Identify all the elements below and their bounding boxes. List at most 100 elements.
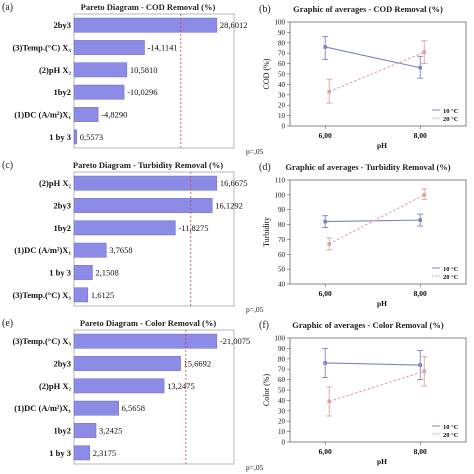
- pareto-bar: [73, 445, 91, 461]
- data-point: [418, 363, 423, 367]
- averages-chart-b: (b) Graphic of averages - COD Removal (%)…: [259, 4, 467, 150]
- chart-title: Graphic of averages - COD Removal (%): [293, 4, 443, 14]
- y-tick-label: 20: [278, 418, 286, 426]
- data-point: [422, 193, 427, 197]
- pareto-bar: [73, 175, 218, 191]
- bar-value-label: -10,0296: [127, 87, 157, 97]
- pareto-chart-e: (e) Pareto Diagram - Color Removal (%)-21…: [2, 318, 264, 472]
- chart-title: Graphic of averages - Turbidity Removal …: [285, 162, 450, 172]
- pareto-bar: [73, 129, 78, 145]
- bar-value-label: 6,5658: [122, 403, 145, 413]
- pareto-bar: [73, 423, 97, 438]
- chart-title: Pareto Diagram - Color Removal (%): [80, 318, 217, 328]
- bar-value-label: -14,1141: [147, 43, 177, 53]
- y-tick-label: 80: [278, 39, 286, 47]
- y-tick-label: 70: [278, 236, 286, 244]
- y-tick-label: 110: [275, 177, 286, 185]
- legend-label: 10 °C: [443, 266, 459, 273]
- legend-label: 10 °C: [443, 424, 459, 431]
- y-tick-label: 80: [278, 355, 286, 363]
- pareto-bar: [73, 17, 218, 33]
- y-axis-label: COD (%): [262, 58, 271, 89]
- y-tick-label: 50: [278, 266, 286, 274]
- panel-label: (f): [259, 320, 269, 331]
- averages-chart-d: (d) Graphic of averages - Turbidity Remov…: [259, 162, 467, 308]
- panel-label: (e): [2, 318, 13, 329]
- bar-value-label: 0,5573: [80, 132, 103, 142]
- data-point: [323, 219, 327, 224]
- y-tick-label: 50: [278, 71, 286, 79]
- y-axis-label: Turbidity: [262, 217, 271, 247]
- pareto-bar: [73, 287, 89, 303]
- x-axis-label: pH: [377, 141, 387, 150]
- legend-label: 20 °C: [443, 116, 459, 123]
- panel-label: (a): [2, 2, 13, 13]
- legend-label: 20 °C: [443, 274, 459, 281]
- y-tick-label: 80: [278, 221, 286, 229]
- panel-label: (c): [2, 160, 13, 171]
- legend-label: 20 °C: [443, 432, 459, 439]
- data-point: [418, 65, 423, 70]
- bar-value-label: 10,5810: [130, 65, 158, 75]
- pareto-bar: [73, 378, 165, 394]
- category-label: (1)DC (A/m²)X₁: [14, 245, 71, 255]
- y-tick-label: 50: [278, 387, 286, 395]
- y-tick-label: 90: [278, 206, 286, 214]
- chart-title: Pareto Diagram - COD Removal (%): [81, 2, 216, 12]
- category-label: (3)Temp.(°C) X₃: [12, 290, 71, 300]
- legend-label: 10 °C: [443, 108, 459, 115]
- category-label: 1 by 3: [49, 268, 71, 278]
- y-tick-label: 60: [278, 251, 286, 259]
- bar-value-label: 16,1292: [215, 201, 243, 211]
- x-axis-label: pH: [377, 457, 387, 466]
- plot-frame: [73, 329, 235, 465]
- pareto-bar: [73, 242, 107, 258]
- y-tick-label: 20: [278, 102, 286, 110]
- data-point: [327, 89, 331, 94]
- pareto-bar: [73, 62, 128, 78]
- category-label: (2)pH X₂: [39, 65, 72, 75]
- y-tick-label: 40: [278, 281, 286, 289]
- y-tick-label: 70: [278, 366, 286, 374]
- series-line: [329, 370, 425, 402]
- x-tick-label: 8,00: [414, 131, 427, 140]
- category-label: 1by2: [54, 223, 71, 233]
- panel-label: (b): [259, 4, 271, 15]
- averages-chart-f: (f) Graphic of averages - Color Removal (…: [259, 320, 467, 466]
- series-line: [328, 51, 425, 93]
- plot-frame: [289, 179, 467, 285]
- y-tick-label: 40: [278, 81, 286, 89]
- data-point: [422, 369, 427, 374]
- y-axis-label: Color (%): [262, 374, 271, 407]
- bar-value-label: 16,6675: [220, 178, 248, 188]
- significance-label: p=,05: [246, 305, 264, 314]
- data-point: [327, 242, 331, 246]
- pareto-bar: [73, 198, 213, 213]
- bar-value-label: -11,8275: [178, 223, 208, 233]
- category-label: 2by3: [54, 20, 71, 30]
- y-tick-label: 0: [282, 439, 286, 447]
- y-tick-label: 100: [275, 19, 286, 27]
- bar-value-label: -21,0075: [220, 336, 250, 346]
- y-tick-label: 90: [278, 345, 286, 353]
- y-tick-label: 30: [278, 91, 286, 99]
- significance-label: p=,05: [246, 463, 264, 472]
- bar-value-label: 2,1508: [95, 268, 118, 278]
- x-tick-label: 6,00: [319, 447, 332, 456]
- pareto-chart-a: (a) Pareto Diagram - COD Removal (%) 28,60…: [2, 2, 264, 156]
- plot-frame: [289, 337, 467, 443]
- pareto-bar: [73, 84, 125, 100]
- x-axis-label: pH: [377, 299, 387, 308]
- bar-value-label: 3,7658: [109, 245, 132, 255]
- series-line: [325, 362, 421, 366]
- y-tick-label: 0: [282, 123, 286, 131]
- category-label: 2by3: [54, 201, 71, 211]
- category-label: 2by3: [54, 359, 71, 369]
- bar-value-label: 28,6012: [220, 20, 248, 30]
- y-tick-label: 60: [278, 60, 286, 68]
- pareto-bar: [73, 40, 145, 55]
- y-tick-label: 100: [275, 191, 286, 199]
- significance-label: p=,05: [246, 147, 264, 156]
- plot-frame: [289, 21, 467, 127]
